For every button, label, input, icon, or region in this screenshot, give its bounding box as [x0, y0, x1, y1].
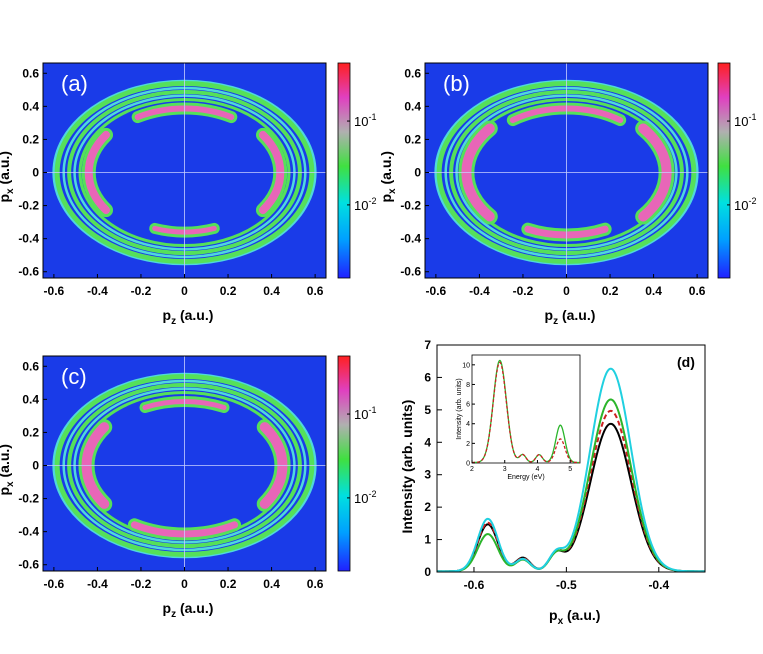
x-tick-label: -0.4	[648, 578, 669, 592]
inset-x-tick-label: 5	[568, 466, 572, 473]
inset-y-tick-label: 4	[466, 421, 470, 428]
y-tick-label: 0.2	[404, 132, 421, 146]
series-line-green	[437, 398, 705, 573]
y-tick-label: 0	[424, 565, 431, 579]
panel-label: (d)	[677, 354, 695, 370]
x-axis-label: pz (a.u.)	[163, 600, 214, 620]
x-axis-label: pz (a.u.)	[545, 307, 596, 327]
colorbar-tick-label: 10-1	[354, 112, 376, 129]
y-axis-label: px (a.u.)	[0, 151, 16, 202]
heatmap-panel-a: (a) -0.6 -0.4 -0.2 0 0.2 0.4 0.6 0.6 0.4 0.2 0 -0.2 -…	[0, 62, 376, 327]
x-tick-label: -0.6	[44, 284, 65, 298]
y-tick-label: 5	[424, 403, 431, 417]
x-tick-label: 0.2	[220, 577, 237, 591]
y-axis-label: px (a.u.)	[0, 444, 16, 495]
x-tick-label: 0.4	[263, 284, 280, 298]
y-tick-label: 0.4	[22, 392, 39, 406]
colorbar	[337, 355, 351, 572]
x-tick-label: -0.6	[426, 284, 447, 298]
y-tick-label: -0.2	[18, 199, 39, 213]
inset-y-tick-label: 0	[466, 461, 470, 468]
panel-label: (b)	[443, 71, 470, 96]
line-panel-d: -0.6 -0.5 -0.4 0 1 2 3 4 5 6 7 (d) px (a.u.) Intensit…	[399, 338, 706, 627]
y-tick-label: 0	[32, 166, 39, 180]
inset-series-red-dashed	[471, 361, 580, 464]
colorbar-tick-label: 10-1	[734, 112, 756, 129]
y-tick-label: -0.6	[18, 265, 39, 279]
colorbar-tick-label: 10-2	[354, 196, 376, 213]
y-tick-label: -0.4	[18, 232, 39, 246]
y-axis-label: Intensity (arb. units)	[399, 400, 415, 534]
x-axis-label: px (a.u.)	[549, 607, 600, 627]
y-tick-label: -0.2	[400, 199, 421, 213]
y-tick-label: 3	[424, 468, 431, 482]
y-tick-label: 7	[424, 338, 431, 352]
x-tick-label: -0.2	[131, 284, 152, 298]
x-tick-label: -0.4	[469, 284, 490, 298]
plot-frame	[436, 344, 706, 573]
inset-y-tick-label: 2	[466, 441, 470, 448]
inset-y-tick-label: 10	[462, 362, 470, 369]
heatmap-panel-c: (c) -0.6 -0.4 -0.2 0 0.2 0.4 0.6 0.6 0.4 0.2 0 -0.2 -…	[0, 355, 376, 620]
y-tick-label: 2	[424, 500, 431, 514]
inset-y-tick-label: 6	[466, 402, 470, 409]
y-tick-label: -0.4	[400, 232, 421, 246]
inset-frame	[471, 354, 581, 464]
y-tick-label: -0.2	[18, 492, 39, 506]
x-tick-label: 0.4	[263, 577, 280, 591]
y-tick-label: 0.4	[22, 99, 39, 113]
colorbar-tick-label: 10-1	[354, 405, 376, 422]
y-tick-label: 4	[424, 435, 431, 449]
y-tick-label: 0.6	[22, 359, 39, 373]
series-line-cyan	[437, 367, 705, 573]
colorbar	[717, 62, 731, 279]
y-tick-label: -0.4	[18, 525, 39, 539]
y-tick-label: 0.2	[22, 425, 39, 439]
y-tick-label: 0	[414, 166, 421, 180]
x-tick-label: 0	[181, 577, 188, 591]
y-tick-label: 0.6	[22, 66, 39, 80]
x-tick-label: 0	[563, 284, 570, 298]
panel-label: (c)	[61, 364, 87, 389]
y-tick-label: 0.4	[404, 99, 421, 113]
inset-y-tick-label: 8	[466, 382, 470, 389]
y-tick-label: 6	[424, 370, 431, 384]
inset-y-axis-label: Intensity (arb. units)	[456, 378, 463, 439]
y-axis-label: px (a.u.)	[378, 151, 398, 202]
x-tick-label: -0.4	[87, 284, 108, 298]
x-tick-label: -0.2	[131, 577, 152, 591]
x-tick-label: 0.6	[307, 284, 324, 298]
x-tick-label: 0.4	[645, 284, 662, 298]
colorbar-tick-label: 10-2	[354, 489, 376, 506]
inset-x-tick-label: 2	[470, 466, 474, 473]
inset-x-tick-label: 3	[503, 466, 507, 473]
x-tick-label: -0.2	[513, 284, 534, 298]
y-tick-label: 1	[424, 533, 431, 547]
inset-x-tick-label: 4	[536, 466, 540, 473]
colorbar	[337, 62, 351, 279]
x-axis-label: pz (a.u.)	[163, 307, 214, 327]
x-tick-label: -0.6	[464, 578, 485, 592]
y-tick-label: 0.6	[404, 66, 421, 80]
x-tick-label: -0.5	[556, 578, 577, 592]
x-tick-label: 0.2	[220, 284, 237, 298]
colorbar-tick-label: 10-2	[734, 196, 756, 213]
x-tick-label: 0	[181, 284, 188, 298]
y-tick-label: 0.2	[22, 132, 39, 146]
inset-x-axis-label: Energy (eV)	[507, 474, 544, 481]
panel-label: (a)	[61, 71, 88, 96]
y-tick-label: -0.6	[400, 265, 421, 279]
y-tick-label: 0	[32, 459, 39, 473]
x-tick-label: 0.6	[307, 577, 324, 591]
heatmap-panel-b: (b) -0.6 -0.4 -0.2 0 0.2 0.4 0.6 0.6 0.4 0.2 0 -0.2 -…	[378, 62, 756, 327]
x-tick-label: -0.4	[87, 577, 108, 591]
y-tick-label: -0.6	[18, 558, 39, 572]
x-tick-label: -0.6	[44, 577, 65, 591]
x-tick-label: 0.6	[689, 284, 706, 298]
x-tick-label: 0.2	[602, 284, 619, 298]
